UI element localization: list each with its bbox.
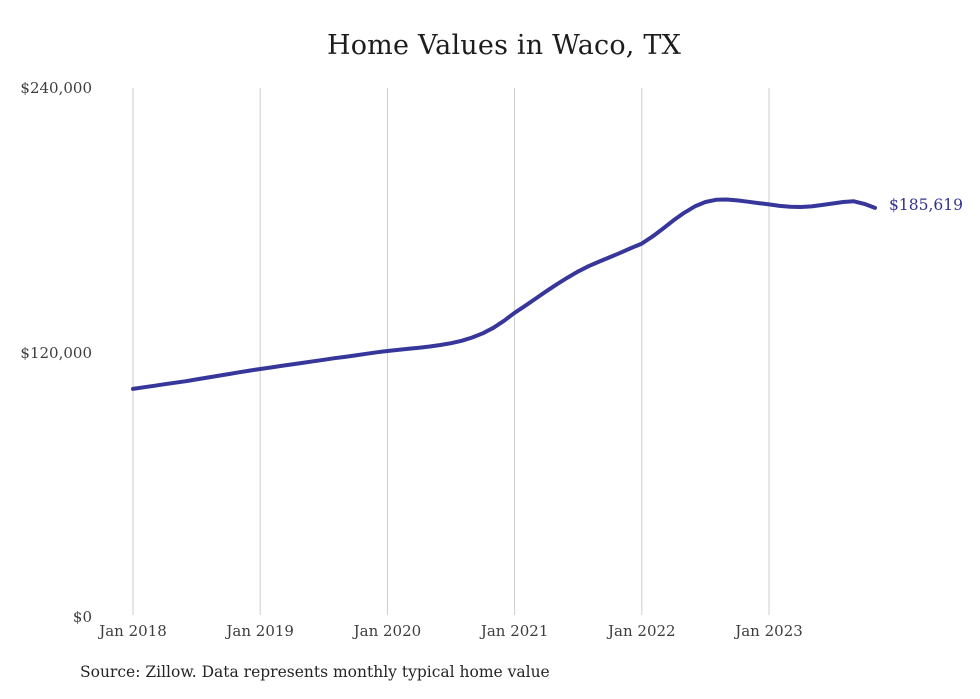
chart-title: Home Values in Waco, TX (326, 30, 681, 61)
x-tick-label: Jan 2022 (608, 622, 676, 640)
home-value-series-line (131, 197, 877, 391)
y-tick-label: $240,000 (20, 79, 92, 97)
x-tick-label: Jan 2018 (99, 622, 167, 640)
y-tick-label: $120,000 (20, 343, 92, 362)
x-tick-label: Jan 2020 (353, 622, 422, 640)
source-note: Source: Zillow. Data represents monthly … (80, 663, 550, 681)
y-tick-label: $0 (72, 608, 92, 626)
x-tick-label: Jan 2019 (226, 622, 294, 640)
x-tick-label: Jan 2023 (735, 622, 803, 640)
x-tick-label: Jan 2021 (480, 622, 549, 640)
latest-value-label: $185,619 (889, 195, 963, 214)
